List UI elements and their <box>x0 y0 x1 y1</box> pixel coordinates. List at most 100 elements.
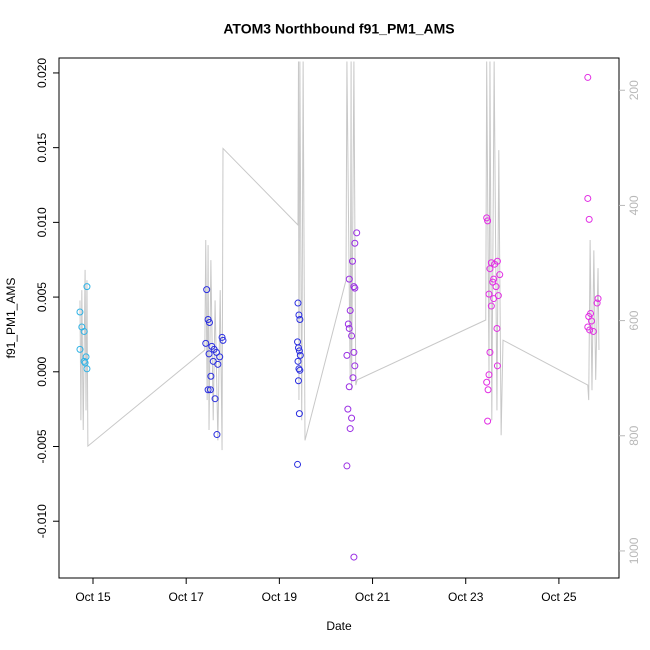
point <box>294 460 302 468</box>
point <box>584 194 592 202</box>
point <box>81 359 89 367</box>
point <box>490 295 498 303</box>
point <box>487 302 495 310</box>
x-axis-label: Date <box>326 619 352 633</box>
point <box>345 383 353 391</box>
point <box>585 215 593 223</box>
point <box>205 318 213 326</box>
y2-tick-label: 800 <box>627 425 641 445</box>
point <box>202 339 210 347</box>
point <box>76 308 84 316</box>
point <box>586 326 594 334</box>
point <box>493 362 501 370</box>
point <box>493 257 501 265</box>
point <box>594 295 602 303</box>
point <box>216 353 224 361</box>
point <box>83 365 91 373</box>
line-layer <box>79 61 600 451</box>
point <box>350 283 358 291</box>
point <box>351 284 359 292</box>
point <box>295 365 303 373</box>
point <box>344 405 352 413</box>
y2-tick-label: 1000 <box>627 537 641 564</box>
point <box>212 348 220 356</box>
y2-tick-label: 200 <box>627 80 641 100</box>
point <box>348 332 356 340</box>
point <box>295 347 303 355</box>
point <box>593 299 601 307</box>
point <box>205 350 213 358</box>
y2-tick-label: 600 <box>627 310 641 330</box>
y-axis-label: f91_PM1_AMS <box>4 278 18 359</box>
point <box>207 372 215 380</box>
plot-frame <box>58 57 620 579</box>
point <box>294 344 302 352</box>
point <box>296 351 304 359</box>
point <box>211 395 219 403</box>
point <box>294 357 302 365</box>
point <box>484 386 492 394</box>
point <box>80 357 88 365</box>
point <box>204 386 212 394</box>
point <box>492 283 500 291</box>
point <box>218 333 226 341</box>
point <box>485 371 493 379</box>
point <box>203 286 211 294</box>
point <box>484 417 492 425</box>
point <box>484 217 492 225</box>
point <box>80 327 88 335</box>
y-tick-label: -0.010 <box>35 504 49 538</box>
point <box>483 214 491 222</box>
point <box>490 275 498 283</box>
point <box>348 414 356 422</box>
point <box>483 378 491 386</box>
x-tick-label: Oct 23 <box>448 590 484 604</box>
point <box>489 278 497 286</box>
point <box>589 327 597 335</box>
point <box>343 351 351 359</box>
point <box>351 362 359 370</box>
y-tick-label: 0.005 <box>35 282 49 312</box>
y-tick-label: -0.005 <box>35 429 49 463</box>
point <box>584 73 592 81</box>
x-tick-label: Oct 21 <box>355 590 391 604</box>
point <box>353 229 361 237</box>
point <box>344 320 352 328</box>
y-tick-label: 0.000 <box>35 356 49 386</box>
point <box>206 386 214 394</box>
y-tick-label: 0.010 <box>35 207 49 237</box>
point <box>346 307 354 315</box>
point <box>294 299 302 307</box>
point <box>213 431 221 439</box>
x-tick-label: Oct 19 <box>262 590 298 604</box>
chart-title: ATOM3 Northbound f91_PM1_AMS <box>223 21 454 37</box>
point <box>350 348 358 356</box>
point <box>346 425 354 433</box>
point <box>296 366 304 374</box>
point <box>485 290 493 298</box>
point <box>588 317 596 325</box>
y-tick-label: 0.015 <box>35 132 49 162</box>
x-tick-label: Oct 15 <box>75 590 111 604</box>
point <box>214 360 222 368</box>
point <box>486 348 494 356</box>
point <box>493 324 501 332</box>
point <box>343 462 351 470</box>
point <box>294 377 302 385</box>
point <box>486 265 494 273</box>
point <box>294 338 302 346</box>
x-tick-label: Oct 25 <box>541 590 577 604</box>
point <box>296 315 304 323</box>
y-tick-label: 0.020 <box>35 58 49 88</box>
point <box>350 553 358 561</box>
point <box>219 336 227 344</box>
point <box>349 374 357 382</box>
point <box>349 257 357 265</box>
y2-tick-label: 400 <box>627 195 641 215</box>
x-tick-label: Oct 17 <box>169 590 205 604</box>
point <box>496 271 504 279</box>
point <box>345 275 353 283</box>
secondary-line <box>79 61 600 451</box>
point <box>295 410 303 418</box>
